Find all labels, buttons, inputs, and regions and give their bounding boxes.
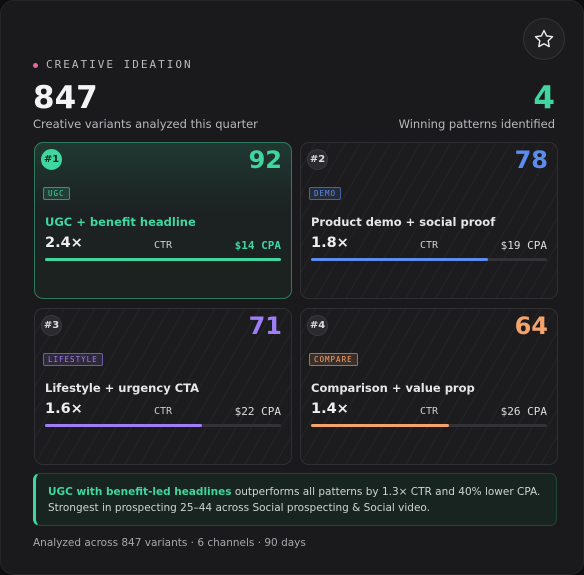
ctr-bar <box>311 424 449 427</box>
eyebrow-dot <box>33 63 38 68</box>
ctr-unit: CTR <box>419 406 439 417</box>
ctr-unit: CTR <box>153 406 173 417</box>
cpa: $22 CPA <box>234 405 281 418</box>
winners-label: Winning patterns identified <box>398 117 555 131</box>
rank-badge: #4 <box>307 315 328 336</box>
pattern-card: #4 64 COMPARE Comparison + value prop 1.4× CT… <box>300 308 558 465</box>
ctr-track <box>45 258 281 261</box>
score: 71 <box>248 312 282 340</box>
ctr-value: 1.8× <box>311 235 349 251</box>
ctr-unit: CTR <box>419 240 439 251</box>
card-title: UGC + benefit headline <box>45 215 196 229</box>
cpa: $14 CPA <box>234 239 281 252</box>
score: 64 <box>514 312 548 340</box>
card-title: Product demo + social proof <box>311 215 496 229</box>
pattern-card: #1 92 UGC UGC + benefit headline 2.4× CTR $14 … <box>34 142 292 299</box>
rank-badge: #2 <box>307 149 328 170</box>
card-title: Comparison + value prop <box>311 381 475 395</box>
ctr-bar <box>45 424 203 427</box>
tag: COMPARE <box>309 353 358 366</box>
pattern-card: #2 78 DEMO Product demo + social proof 1.8× C… <box>300 142 558 299</box>
pattern-card: #3 71 LIFESTYLE Lifestyle + urgency CTA 1.6×… <box>34 308 292 465</box>
rank-badge: #1 <box>41 149 62 170</box>
ctr-value: 1.4× <box>311 401 349 417</box>
insight-text: outperforms all patterns by 1.3× CTR and… <box>231 486 541 498</box>
insight-highlight: UGC with benefit-led headlines <box>48 486 232 498</box>
rank-badge: #3 <box>41 315 62 336</box>
insight-line: UGC with benefit-led headlines outperfor… <box>48 484 544 500</box>
ctr-bar <box>45 258 281 261</box>
ctr-track <box>311 424 547 427</box>
tag: DEMO <box>309 187 342 200</box>
tag: UGC <box>43 187 70 200</box>
footer: Analyzed across 847 variants · 6 channel… <box>33 537 306 549</box>
ctr-value: 1.6× <box>45 401 83 417</box>
eyebrow: CREATIVE IDEATION <box>46 58 193 71</box>
tag: LIFESTYLE <box>43 353 103 366</box>
score: 92 <box>248 146 282 174</box>
cpa: $26 CPA <box>500 405 547 418</box>
total-label: Creative variants analyzed this quarter <box>33 117 258 131</box>
star-button[interactable] <box>523 18 565 60</box>
cpa: $19 CPA <box>500 239 547 252</box>
total-count: 847 <box>33 80 98 116</box>
ctr-unit: CTR <box>153 240 173 251</box>
score: 78 <box>514 146 548 174</box>
star-icon <box>534 29 554 48</box>
ctr-value: 2.4× <box>45 235 83 251</box>
ctr-track <box>45 424 281 427</box>
winners-count: 4 <box>533 80 555 116</box>
insight-line2: Strongest in prospecting 25–44 across So… <box>48 502 430 514</box>
card-title: Lifestyle + urgency CTA <box>45 381 199 395</box>
insight: UGC with benefit-led headlines outperfor… <box>33 473 557 526</box>
ctr-track <box>311 258 547 261</box>
ctr-bar <box>311 258 488 261</box>
